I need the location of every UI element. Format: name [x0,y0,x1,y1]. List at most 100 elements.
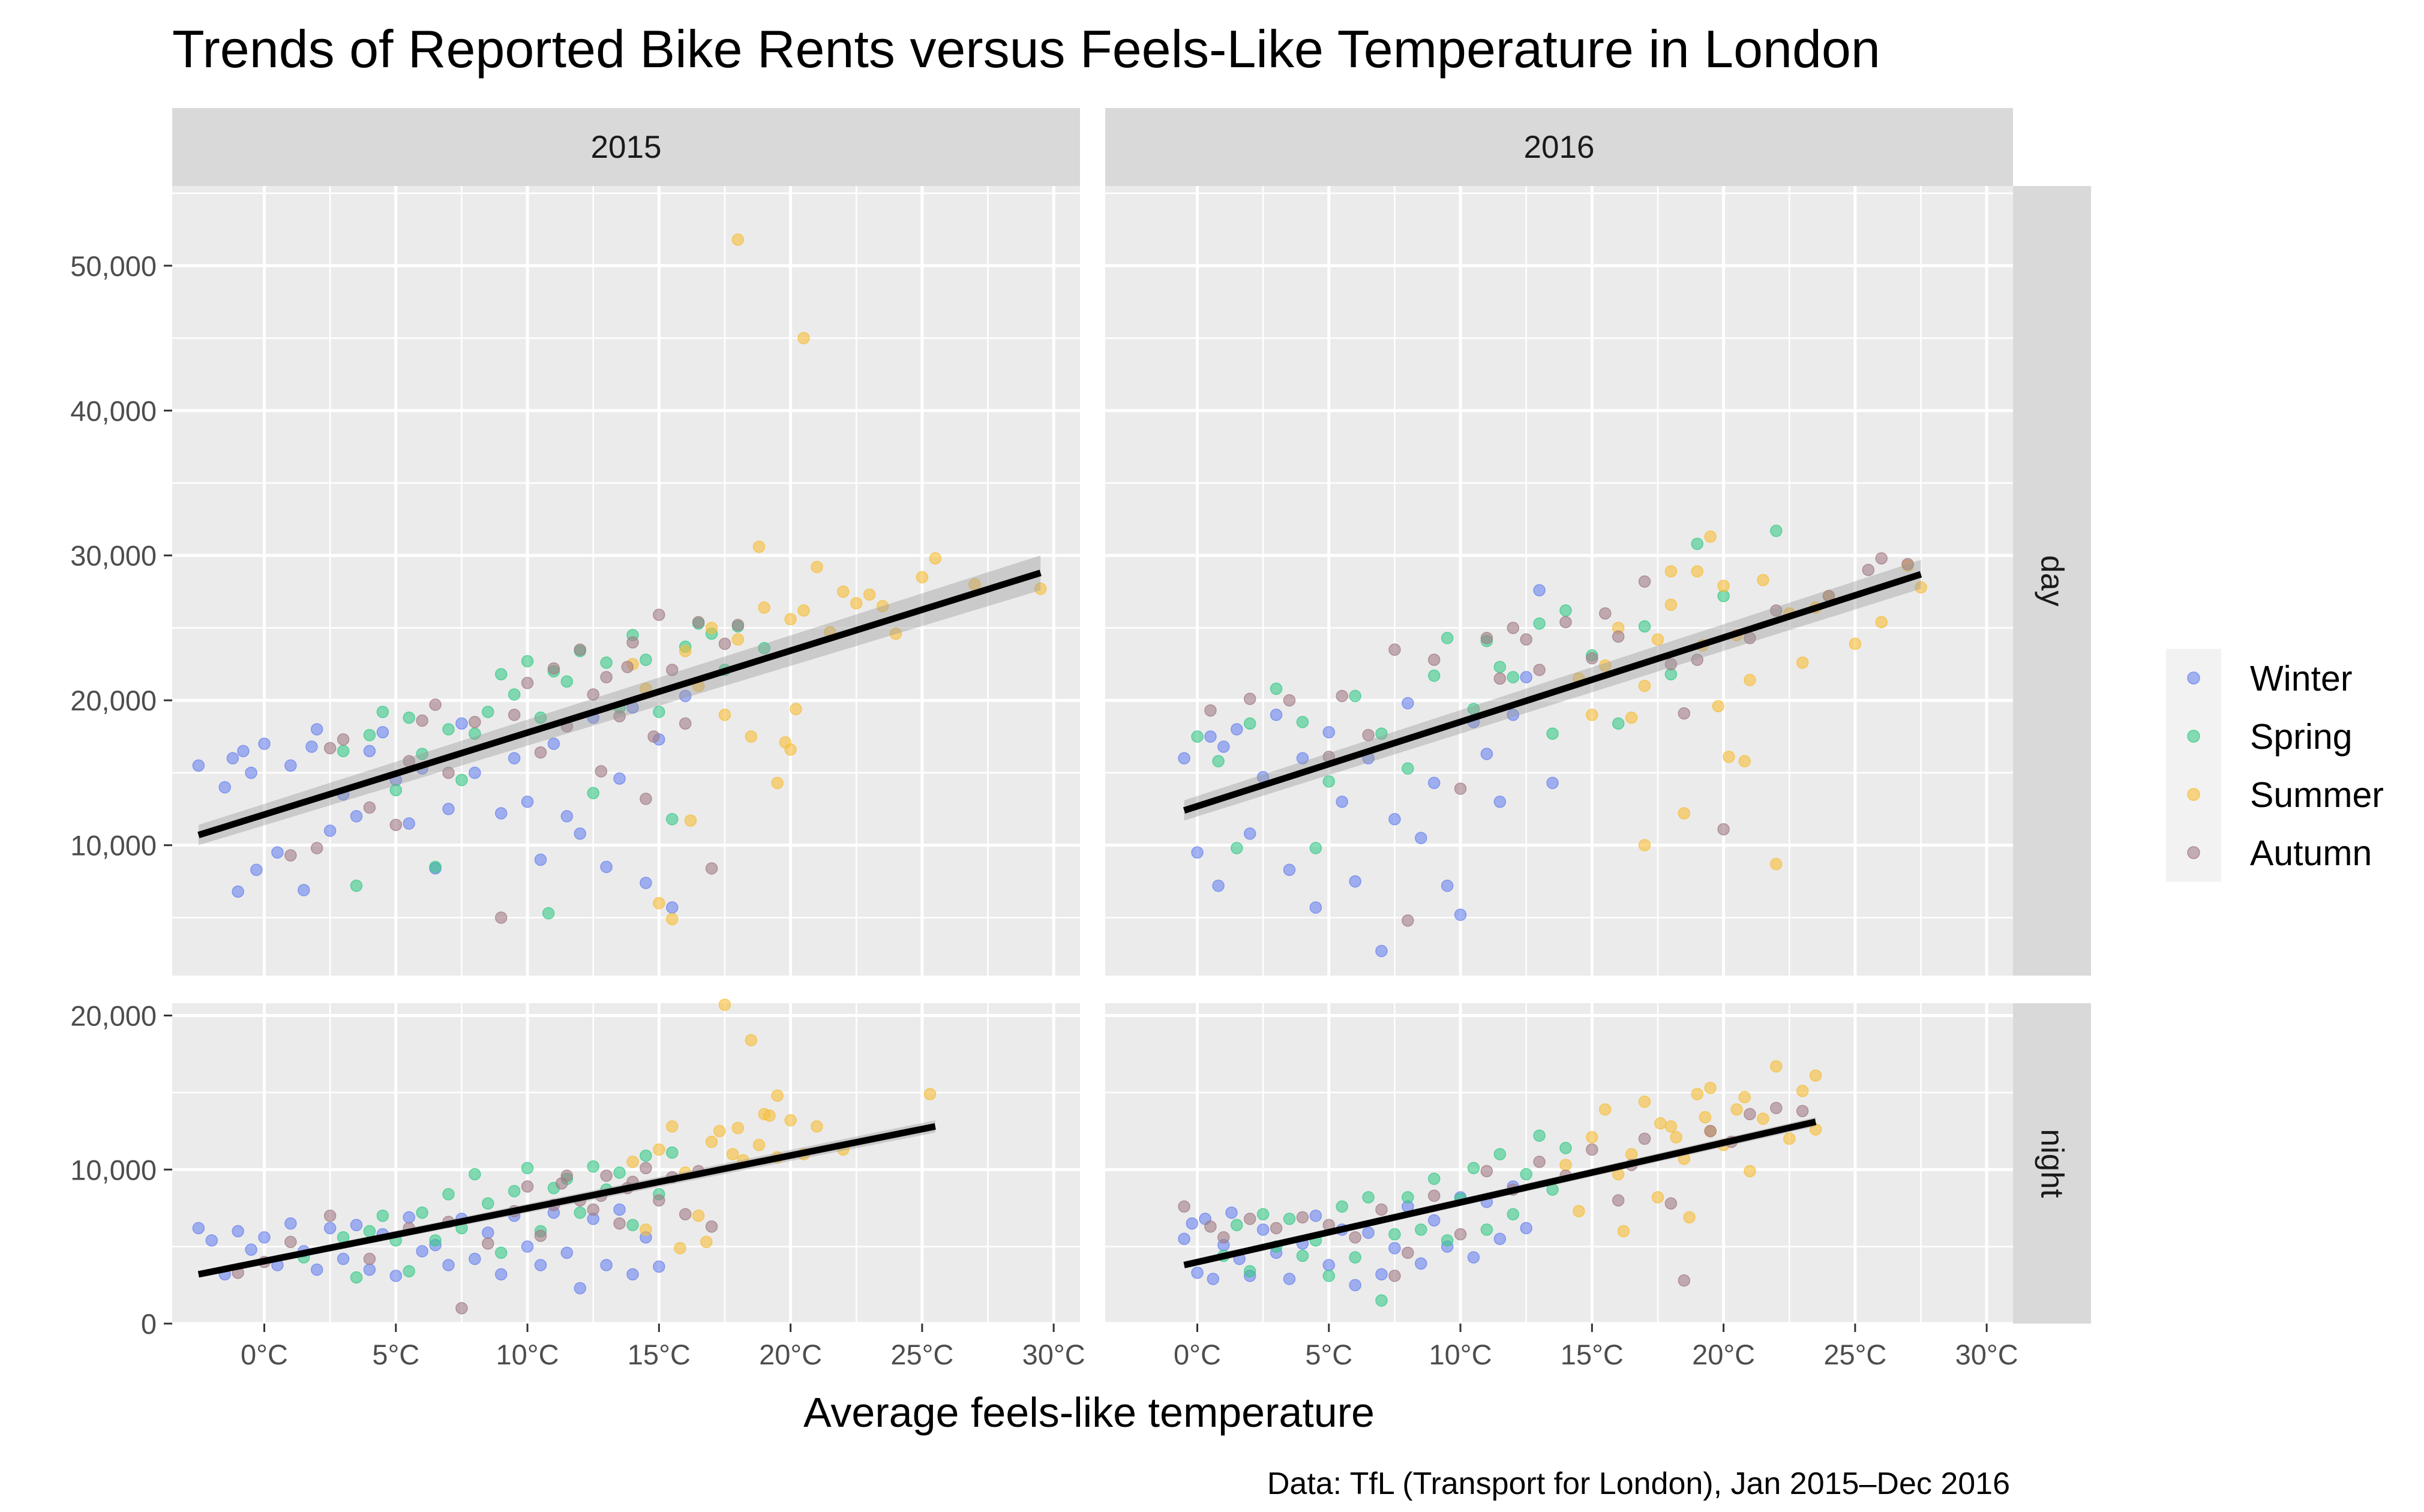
x-tick-label: 30°C [1022,1339,1085,1370]
panel-background [1105,1003,2013,1324]
point-autumn [310,842,323,854]
point-winter [560,1246,574,1259]
point-spring [1243,1265,1256,1277]
point-summer [771,1089,784,1102]
panel-2016-night: 0°C 5°C 10°C 15°C 20°C 25°C 30°C night [1105,1003,2091,1370]
point-summer [1796,656,1809,669]
panel-background [172,1003,1080,1324]
chart-title: Trends of Reported Bike Rents versus Fee… [172,19,1880,79]
trend-line [197,1123,936,1278]
point-autumn [1678,707,1691,720]
point-autumn [718,637,731,650]
point-summer [752,1138,766,1151]
x-tick-label: 20°C [1692,1339,1755,1370]
point-winter [521,1240,534,1253]
point-winter [665,901,679,914]
point-spring [1362,1191,1375,1204]
point-spring [521,1162,534,1174]
point-winter [232,885,244,898]
point-summer [1664,598,1678,611]
point-winter [1375,944,1388,958]
point-spring [1612,717,1625,730]
point-summer [653,897,665,910]
point-winter [226,752,239,765]
point-autumn [1480,632,1493,644]
point-autumn [1704,1124,1717,1138]
point-spring [482,706,494,718]
point-winter [298,884,310,896]
point-summer [1598,659,1612,672]
point-summer [1670,1131,1682,1144]
point-spring [350,880,363,892]
x-axis-label: Average feels-like temperature [803,1389,1375,1436]
point-autumn [1427,1189,1441,1202]
point-summer [763,1109,776,1122]
point-winter [1309,901,1322,914]
point-summer [1717,580,1730,592]
point-summer [731,1121,745,1135]
point-summer [1625,1148,1638,1160]
point-spring [1375,727,1388,740]
point-autumn [613,710,626,723]
point-summer [923,1088,937,1100]
point-winter [403,1211,415,1224]
point-spring [469,1168,481,1181]
point-summer [684,814,697,827]
point-autumn [1664,1197,1678,1210]
point-autumn [284,849,297,862]
point-winter [1256,1223,1270,1236]
point-summer [1757,1112,1769,1125]
point-spring [363,1225,376,1238]
point-summer [1744,1165,1756,1178]
point-spring [1559,604,1572,617]
point-winter [237,745,250,757]
point-winter [1243,827,1256,840]
point-summer [863,588,876,601]
point-spring [560,675,574,688]
point-summer [640,1223,652,1236]
point-autumn [389,818,403,832]
point-spring [337,745,350,757]
point-autumn [323,1210,337,1222]
point-autumn [640,793,652,805]
point-autumn [600,671,613,683]
point-summer [1704,1081,1717,1094]
point-spring [1375,1294,1388,1307]
point-spring [403,711,415,724]
point-spring [403,1265,415,1277]
legend-key-spring [2187,730,2200,743]
point-winter [1322,726,1336,739]
point-spring [1664,668,1678,680]
point-summer [811,560,823,574]
point-summer [1664,565,1678,578]
x-tick-label: 10°C [1429,1339,1492,1370]
point-winter [271,846,284,859]
legend-key-winter [2187,671,2200,685]
point-spring [494,668,508,680]
point-autumn [626,636,639,649]
legend: Winter Spring Summer Autumn [2166,649,2384,882]
point-autumn [647,730,660,743]
y-tick-label: 20,000 [70,1000,157,1032]
x-tick-label: 0°C [1174,1339,1221,1370]
point-spring [1507,1208,1520,1220]
point-winter [494,807,508,820]
y-tick-label: 10,000 [70,830,157,862]
point-autumn [482,1237,494,1250]
point-winter [1427,1214,1441,1227]
point-winter [1493,795,1507,808]
point-summer [889,627,902,640]
point-spring [1322,775,1336,788]
point-spring [1191,730,1204,743]
point-winter [250,863,263,876]
point-autumn [705,1220,718,1233]
point-autumn [665,664,679,676]
point-autumn [534,746,547,759]
point-winter [1388,812,1401,826]
point-winter [640,877,652,889]
point-autumn [595,765,608,778]
point-summer [1598,1103,1612,1116]
point-autumn [1586,1143,1598,1156]
point-autumn [1454,782,1467,795]
facet-strip-night [2013,1003,2091,1324]
